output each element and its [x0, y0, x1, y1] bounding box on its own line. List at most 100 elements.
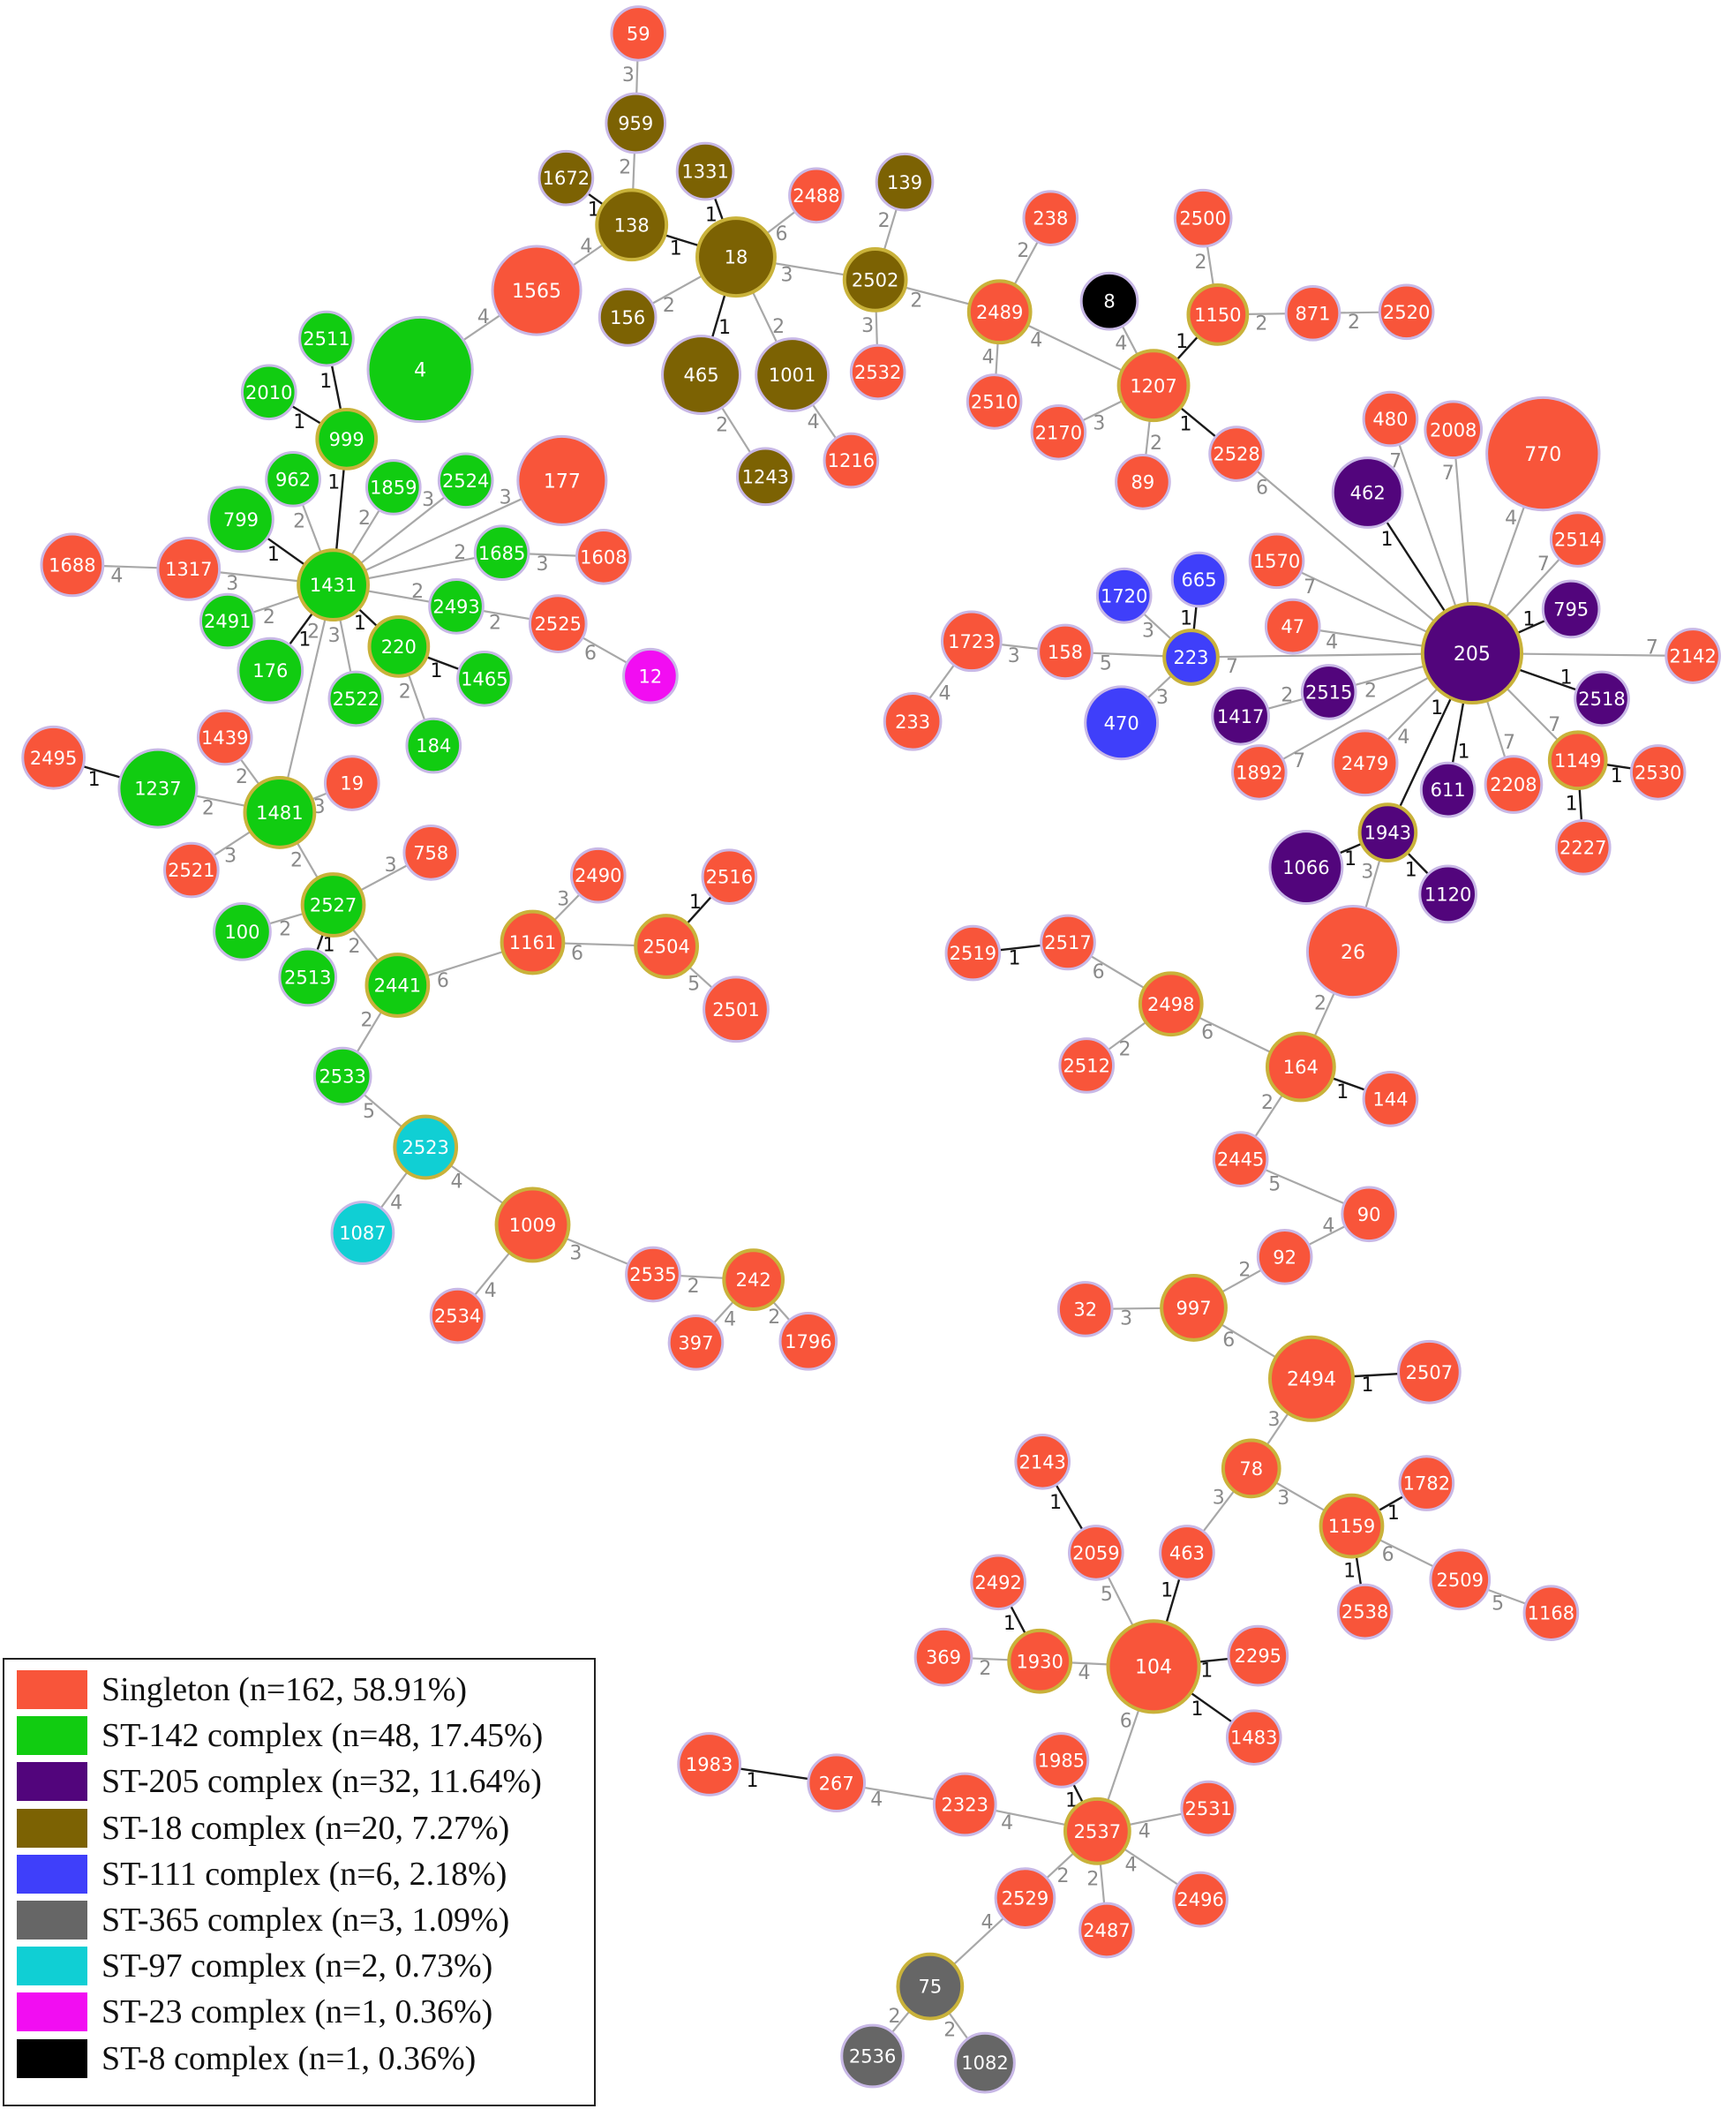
node-465[interactable]: 465	[661, 335, 742, 416]
node-1161[interactable]: 1161	[500, 909, 566, 975]
node-1892[interactable]: 1892	[1231, 744, 1288, 801]
node-871[interactable]: 871	[1284, 284, 1341, 342]
node-2538[interactable]: 2538	[1336, 1583, 1394, 1640]
node-2491[interactable]: 2491	[199, 592, 256, 650]
node-238[interactable]: 238	[1022, 190, 1079, 246]
node-1168[interactable]: 1168	[1522, 1585, 1580, 1641]
node-2534[interactable]: 2534	[429, 1287, 486, 1344]
node-2059[interactable]: 2059	[1068, 1525, 1124, 1581]
node-2498[interactable]: 2498	[1138, 971, 1204, 1037]
node-2537[interactable]: 2537	[1063, 1796, 1131, 1865]
node-2295[interactable]: 2295	[1227, 1624, 1289, 1687]
node-2500[interactable]: 2500	[1173, 188, 1233, 248]
node-2490[interactable]: 2490	[569, 847, 627, 904]
node-2518[interactable]: 2518	[1574, 670, 1630, 727]
node-2532[interactable]: 2532	[849, 343, 906, 401]
node-19[interactable]: 19	[323, 755, 380, 811]
node-1317[interactable]: 1317	[156, 537, 222, 601]
node-139[interactable]: 139	[875, 152, 935, 212]
node-2142[interactable]: 2142	[1665, 628, 1721, 684]
node-369[interactable]: 369	[913, 1627, 973, 1687]
node-2517[interactable]: 2517	[1040, 914, 1096, 971]
node-758[interactable]: 758	[402, 825, 460, 881]
node-242[interactable]: 242	[722, 1248, 785, 1311]
node-1159[interactable]: 1159	[1319, 1493, 1385, 1559]
node-89[interactable]: 89	[1115, 454, 1171, 510]
node-2523[interactable]: 2523	[393, 1114, 459, 1180]
node-463[interactable]: 463	[1159, 1525, 1215, 1581]
node-2501[interactable]: 2501	[703, 975, 770, 1043]
node-1685[interactable]: 1685	[473, 524, 530, 582]
node-75[interactable]: 75	[896, 1952, 965, 2021]
node-1009[interactable]: 1009	[494, 1186, 571, 1263]
node-2511[interactable]: 2511	[298, 310, 355, 367]
node-2515[interactable]: 2515	[1300, 664, 1357, 720]
node-2489[interactable]: 2489	[966, 279, 1033, 345]
node-1331[interactable]: 1331	[675, 141, 735, 201]
node-177[interactable]: 177	[516, 434, 608, 526]
node-962[interactable]: 962	[265, 451, 321, 508]
node-1149[interactable]: 1149	[1547, 730, 1608, 791]
node-2510[interactable]: 2510	[966, 373, 1023, 430]
node-26[interactable]: 26	[1305, 905, 1401, 999]
node-2479[interactable]: 2479	[1331, 729, 1399, 797]
node-1243[interactable]: 1243	[735, 447, 795, 507]
node-47[interactable]: 47	[1264, 598, 1321, 655]
node-8[interactable]: 8	[1079, 271, 1139, 331]
node-2522[interactable]: 2522	[327, 670, 385, 727]
node-267[interactable]: 267	[807, 1753, 867, 1813]
node-2507[interactable]: 2507	[1397, 1339, 1462, 1405]
node-1066[interactable]: 1066	[1268, 830, 1344, 906]
node-104[interactable]: 104	[1106, 1619, 1201, 1714]
node-397[interactable]: 397	[667, 1314, 725, 1371]
node-2512[interactable]: 2512	[1058, 1037, 1116, 1094]
node-2227[interactable]: 2227	[1554, 818, 1612, 876]
node-1782[interactable]: 1782	[1398, 1455, 1455, 1511]
node-2143[interactable]: 2143	[1014, 1433, 1071, 1490]
node-2495[interactable]: 2495	[21, 725, 86, 790]
node-78[interactable]: 78	[1221, 1438, 1281, 1499]
node-176[interactable]: 176	[237, 636, 304, 704]
node-100[interactable]: 100	[213, 902, 272, 961]
node-2535[interactable]: 2535	[625, 1246, 681, 1303]
node-2493[interactable]: 2493	[428, 578, 485, 635]
node-1431[interactable]: 1431	[297, 548, 370, 622]
node-223[interactable]: 223	[1162, 629, 1220, 686]
node-1943[interactable]: 1943	[1357, 802, 1418, 862]
node-2502[interactable]: 2502	[842, 247, 908, 313]
node-1417[interactable]: 1417	[1211, 686, 1270, 746]
node-2520[interactable]: 2520	[1378, 283, 1435, 341]
node-1688[interactable]: 1688	[40, 532, 105, 598]
node-1237[interactable]: 1237	[117, 748, 199, 829]
node-2008[interactable]: 2008	[1424, 400, 1484, 460]
node-2487[interactable]: 2487	[1078, 1902, 1135, 1959]
node-205[interactable]: 205	[1420, 601, 1524, 705]
node-1985[interactable]: 1985	[1033, 1732, 1090, 1789]
node-480[interactable]: 480	[1362, 390, 1419, 448]
node-1216[interactable]: 1216	[823, 432, 880, 489]
node-233[interactable]: 233	[883, 691, 943, 751]
node-2536[interactable]: 2536	[840, 2023, 906, 2089]
node-1859[interactable]: 1859	[364, 459, 422, 516]
node-2528[interactable]: 2528	[1208, 426, 1265, 482]
node-2524[interactable]: 2524	[437, 452, 494, 509]
node-220[interactable]: 220	[367, 615, 431, 678]
node-156[interactable]: 156	[597, 288, 658, 347]
node-997[interactable]: 997	[1160, 1274, 1228, 1342]
node-1150[interactable]: 1150	[1186, 282, 1250, 346]
node-1672[interactable]: 1672	[537, 149, 595, 207]
node-2509[interactable]: 2509	[1429, 1548, 1492, 1611]
node-184[interactable]: 184	[405, 717, 462, 774]
node-2208[interactable]: 2208	[1484, 755, 1544, 814]
node-959[interactable]: 959	[605, 92, 667, 154]
node-1608[interactable]: 1608	[575, 528, 632, 585]
node-770[interactable]: 770	[1485, 395, 1601, 512]
node-59[interactable]: 59	[610, 5, 667, 62]
node-1120[interactable]: 1120	[1418, 864, 1477, 924]
node-2496[interactable]: 2496	[1172, 1871, 1229, 1928]
node-4[interactable]: 4	[366, 315, 474, 424]
node-462[interactable]: 462	[1331, 456, 1404, 529]
node-1720[interactable]: 1720	[1095, 567, 1153, 624]
node-32[interactable]: 32	[1056, 1281, 1114, 1337]
node-92[interactable]: 92	[1256, 1228, 1313, 1285]
